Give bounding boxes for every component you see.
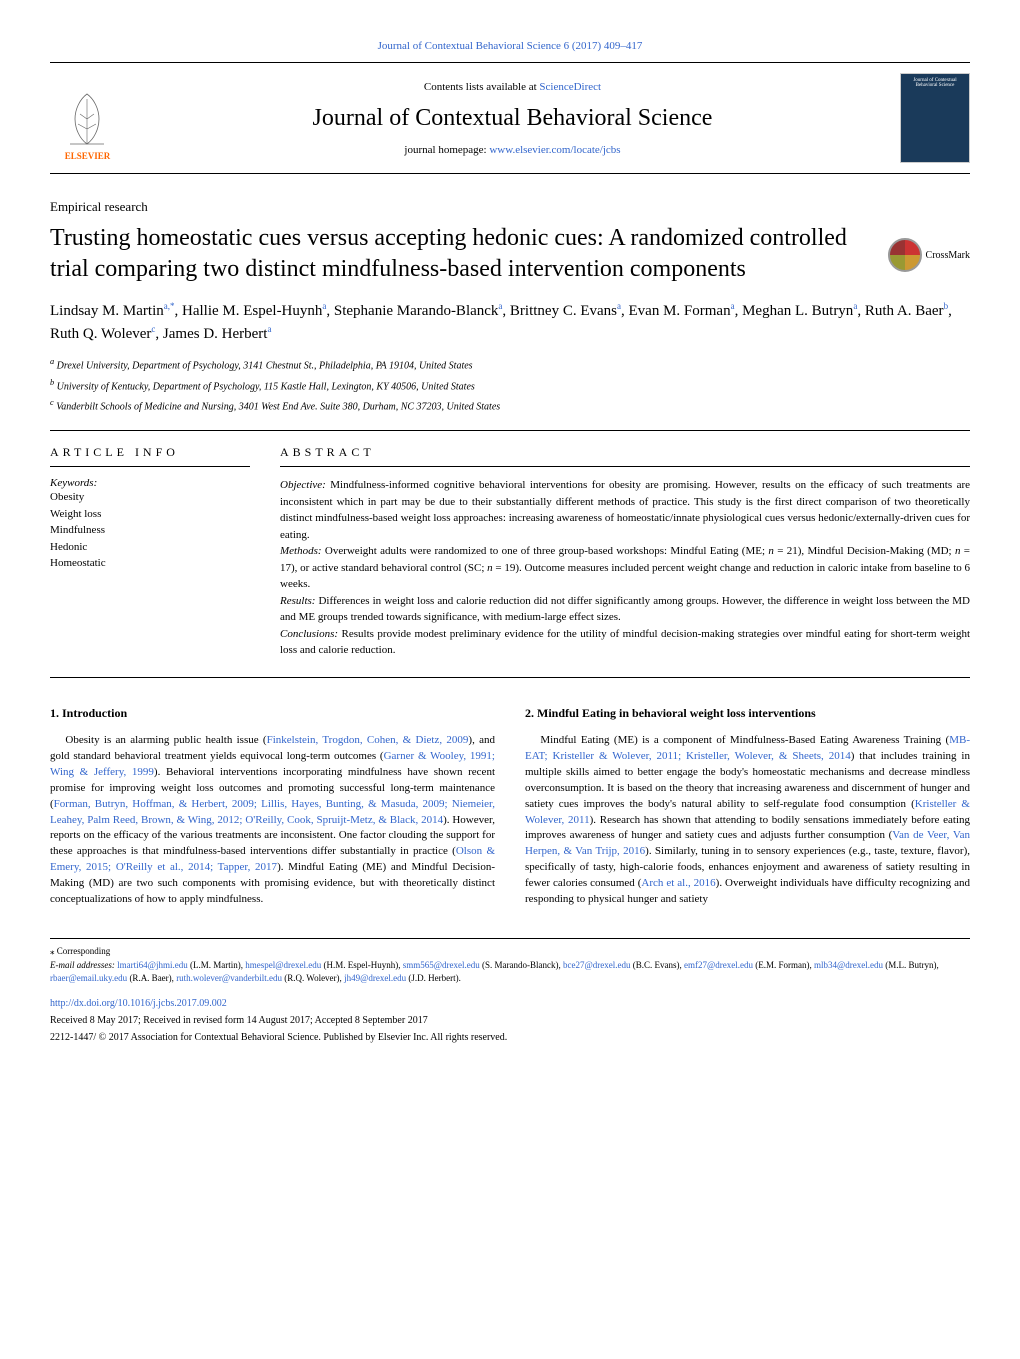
crossmark-label: CrossMark — [926, 250, 970, 261]
section-2-heading: 2. Mindful Eating in behavioral weight l… — [525, 706, 970, 721]
citation-link[interactable]: Finkelstein, Trogdon, Cohen, & Dietz, 20… — [267, 734, 469, 746]
article-page: Journal of Contextual Behavioral Science… — [0, 0, 1020, 1085]
elsevier-logo[interactable]: ELSEVIER — [50, 76, 125, 161]
keyword: Obesity — [50, 489, 250, 506]
contents-line: Contents lists available at ScienceDirec… — [125, 81, 900, 93]
affiliation: b University of Kentucky, Department of … — [50, 378, 970, 392]
elsevier-name: ELSEVIER — [65, 151, 111, 161]
journal-homepage: journal homepage: www.elsevier.com/locat… — [125, 144, 900, 156]
keywords-list: ObesityWeight lossMindfulnessHedonicHome… — [50, 489, 250, 572]
sciencedirect-link[interactable]: ScienceDirect — [539, 81, 601, 93]
copyright: 2212-1447/ © 2017 Association for Contex… — [50, 1030, 970, 1045]
right-column: 2. Mindful Eating in behavioral weight l… — [525, 706, 970, 908]
email-link[interactable]: hmespel@drexel.edu — [245, 960, 321, 970]
doi-link[interactable]: http://dx.doi.org/10.1016/j.jcbs.2017.09… — [50, 996, 970, 1011]
article-type: Empirical research — [50, 199, 970, 215]
article-info-heading: ARTICLE INFO — [50, 445, 250, 467]
article-title: Trusting homeostatic cues versus accepti… — [50, 223, 868, 285]
keywords-label: Keywords: — [50, 477, 250, 489]
journal-header: ELSEVIER Contents lists available at Sci… — [50, 62, 970, 174]
section-1-body: Obesity is an alarming public health iss… — [50, 733, 495, 908]
section-2-body: Mindful Eating (ME) is a component of Mi… — [525, 733, 970, 908]
citation-link[interactable]: MB-EAT; Kristeller & Wolever, 2011; Kris… — [525, 734, 970, 762]
divider — [50, 677, 970, 678]
body-two-column: 1. Introduction Obesity is an alarming p… — [50, 706, 970, 908]
email-addresses: E-mail addresses: lmarti64@jhmi.edu (L.M… — [50, 959, 970, 986]
authors-list: Lindsay M. Martina,*, Hallie M. Espel-Hu… — [50, 300, 970, 345]
email-link[interactable]: lmarti64@jhmi.edu — [117, 960, 188, 970]
header-center: Contents lists available at ScienceDirec… — [125, 81, 900, 156]
received-dates: Received 8 May 2017; Received in revised… — [50, 1013, 970, 1028]
keyword: Weight loss — [50, 506, 250, 523]
email-link[interactable]: mlb34@drexel.edu — [814, 960, 883, 970]
abstract: ABSTRACT Objective: Mindfulness-informed… — [280, 445, 970, 659]
email-link[interactable]: ruth.wolever@vanderbilt.edu — [176, 973, 282, 983]
citation-link[interactable]: Arch et al., 2016 — [641, 877, 715, 889]
journal-citation-link[interactable]: Journal of Contextual Behavioral Science… — [50, 40, 970, 52]
affiliation: a Drexel University, Department of Psych… — [50, 357, 970, 371]
info-abstract-row: ARTICLE INFO Keywords: ObesityWeight los… — [50, 445, 970, 659]
keyword: Mindfulness — [50, 522, 250, 539]
homepage-link[interactable]: www.elsevier.com/locate/jcbs — [489, 144, 620, 156]
keyword: Hedonic — [50, 539, 250, 556]
affiliation: c Vanderbilt Schools of Medicine and Nur… — [50, 398, 970, 412]
keyword: Homeostatic — [50, 555, 250, 572]
abstract-heading: ABSTRACT — [280, 445, 970, 467]
crossmark-button[interactable]: CrossMark — [888, 238, 970, 272]
footnotes: ⁎ Corresponding E-mail addresses: lmarti… — [50, 938, 970, 1045]
corresponding-note: ⁎ Corresponding — [50, 945, 970, 959]
email-link[interactable]: emf27@drexel.edu — [684, 960, 753, 970]
citation-link[interactable]: Forman, Butryn, Hoffman, & Herbert, 2009… — [50, 798, 495, 826]
citation-link[interactable]: Kristeller & Wolever, 2011 — [525, 798, 970, 826]
email-link[interactable]: jh49@drexel.edu — [344, 973, 406, 983]
title-row: Trusting homeostatic cues versus accepti… — [50, 223, 970, 300]
left-column: 1. Introduction Obesity is an alarming p… — [50, 706, 495, 908]
citation-link[interactable]: Garner & Wooley, 1991; Wing & Jeffery, 1… — [50, 750, 495, 778]
email-link[interactable]: rbaer@email.uky.edu — [50, 973, 127, 983]
abstract-text: Objective: Mindfulness-informed cognitiv… — [280, 477, 970, 659]
citation-link[interactable]: Olson & Emery, 2015; O'Reilly et al., 20… — [50, 845, 495, 873]
citation-link[interactable]: Van de Veer, Van Herpen, & Van Trijp, 20… — [525, 829, 970, 857]
journal-cover-thumbnail[interactable]: Journal of Contextual Behavioral Science — [900, 73, 970, 163]
crossmark-icon — [888, 238, 922, 272]
article-info: ARTICLE INFO Keywords: ObesityWeight los… — [50, 445, 250, 659]
journal-name: Journal of Contextual Behavioral Science — [125, 105, 900, 132]
section-1-heading: 1. Introduction — [50, 706, 495, 721]
email-link[interactable]: bce27@drexel.edu — [563, 960, 631, 970]
elsevier-tree-icon — [60, 89, 115, 149]
affiliations: a Drexel University, Department of Psych… — [50, 357, 970, 412]
divider — [50, 430, 970, 431]
email-link[interactable]: smm565@drexel.edu — [403, 960, 480, 970]
